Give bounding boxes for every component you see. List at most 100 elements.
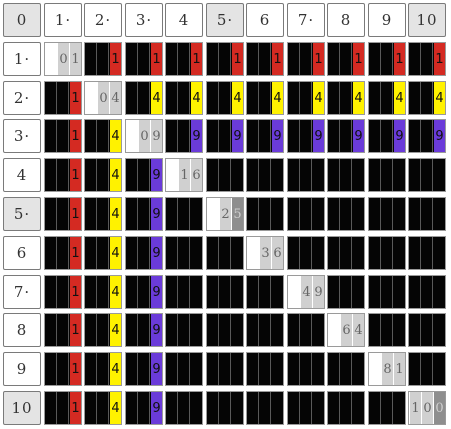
product-cell: 9 bbox=[408, 119, 446, 153]
empty-cell bbox=[368, 197, 406, 231]
product-cell: 9 bbox=[125, 158, 163, 192]
cell-divider bbox=[351, 159, 352, 191]
red-bar: 1 bbox=[151, 43, 162, 75]
square-digit: 2 bbox=[220, 198, 231, 230]
product-cell: 1 bbox=[44, 352, 82, 386]
cell-divider bbox=[56, 159, 57, 191]
cell-divider bbox=[96, 43, 97, 75]
product-cell: 4 bbox=[84, 275, 122, 309]
cell-divider bbox=[189, 43, 190, 75]
red-bar: 1 bbox=[313, 43, 324, 75]
cell-divider bbox=[432, 120, 433, 152]
product-cell: 1 bbox=[44, 119, 82, 153]
empty-cell bbox=[246, 352, 284, 386]
cell-divider bbox=[189, 353, 190, 385]
cell-divider bbox=[96, 237, 97, 269]
cell-divider bbox=[432, 314, 433, 346]
empty-cell bbox=[368, 313, 406, 347]
product-cell: 4 bbox=[368, 81, 406, 115]
row-header-8: 8 bbox=[3, 313, 41, 347]
cell-divider bbox=[177, 314, 178, 346]
cell-divider bbox=[270, 392, 271, 424]
yellow-bar: 4 bbox=[110, 120, 121, 152]
square-digit: 1 bbox=[394, 353, 405, 385]
yellow-bar: 4 bbox=[313, 82, 324, 114]
square-digit: 8 bbox=[382, 353, 393, 385]
cell-divider bbox=[230, 159, 231, 191]
cell-divider bbox=[68, 353, 69, 385]
cell-divider bbox=[311, 392, 312, 424]
square-digit: 4 bbox=[110, 82, 121, 114]
empty-cell bbox=[165, 197, 203, 231]
cell-divider bbox=[420, 353, 421, 385]
cell-divider bbox=[149, 82, 150, 114]
cell-divider bbox=[137, 159, 138, 191]
cell-divider bbox=[380, 314, 381, 346]
cell-divider bbox=[137, 353, 138, 385]
cell-divider bbox=[137, 237, 138, 269]
square-digit: 1 bbox=[179, 159, 190, 191]
cell-divider bbox=[311, 353, 312, 385]
purple-bar: 9 bbox=[191, 120, 202, 152]
empty-cell bbox=[368, 236, 406, 270]
square-digit: 0 bbox=[58, 43, 69, 75]
cell-divider bbox=[230, 353, 231, 385]
yellow-bar: 4 bbox=[191, 82, 202, 114]
column-header-6: 6 bbox=[246, 3, 284, 37]
product-cell: 1 bbox=[44, 197, 82, 231]
cell-divider bbox=[137, 43, 138, 75]
cell-divider bbox=[392, 43, 393, 75]
square-digit: 6 bbox=[272, 237, 283, 269]
empty-cell bbox=[368, 391, 406, 425]
cell-divider bbox=[392, 392, 393, 424]
empty-cell bbox=[206, 275, 244, 309]
cell-divider bbox=[339, 392, 340, 424]
row-header-9: 9 bbox=[3, 352, 41, 386]
empty-cell bbox=[287, 391, 325, 425]
empty-cell bbox=[165, 275, 203, 309]
yellow-bar: 4 bbox=[110, 198, 121, 230]
cell-divider bbox=[380, 276, 381, 308]
cell-divider bbox=[108, 120, 109, 152]
cell-divider bbox=[299, 82, 300, 114]
product-cell: 4 bbox=[84, 236, 122, 270]
square-digit: 9 bbox=[313, 276, 324, 308]
product-cell: 1 bbox=[165, 42, 203, 76]
cell-divider bbox=[218, 82, 219, 114]
cell-divider bbox=[339, 120, 340, 152]
red-bar: 1 bbox=[434, 43, 445, 75]
cell-divider bbox=[68, 120, 69, 152]
cell-divider bbox=[137, 276, 138, 308]
yellow-bar: 4 bbox=[110, 314, 121, 346]
column-header-2: 2· bbox=[84, 3, 122, 37]
cell-divider bbox=[96, 198, 97, 230]
cell-divider bbox=[299, 314, 300, 346]
cell-divider bbox=[149, 314, 150, 346]
cell-divider bbox=[189, 120, 190, 152]
purple-bar: 9 bbox=[232, 120, 243, 152]
square-digit: 1 bbox=[70, 43, 81, 75]
cell-divider bbox=[380, 392, 381, 424]
cell-divider bbox=[311, 43, 312, 75]
cell-divider bbox=[380, 198, 381, 230]
product-cell: 9 bbox=[125, 197, 163, 231]
cell-divider bbox=[311, 159, 312, 191]
cell-divider bbox=[96, 120, 97, 152]
product-cell: 1 bbox=[44, 391, 82, 425]
cell-divider bbox=[258, 353, 259, 385]
cell-divider bbox=[351, 392, 352, 424]
empty-cell bbox=[287, 236, 325, 270]
product-cell: 1 bbox=[44, 81, 82, 115]
cell-divider bbox=[420, 159, 421, 191]
cell-divider bbox=[299, 198, 300, 230]
cell-divider bbox=[189, 392, 190, 424]
red-bar: 1 bbox=[70, 82, 81, 114]
row-header-2: 2· bbox=[3, 81, 41, 115]
red-bar: 1 bbox=[70, 237, 81, 269]
cell-divider bbox=[68, 237, 69, 269]
